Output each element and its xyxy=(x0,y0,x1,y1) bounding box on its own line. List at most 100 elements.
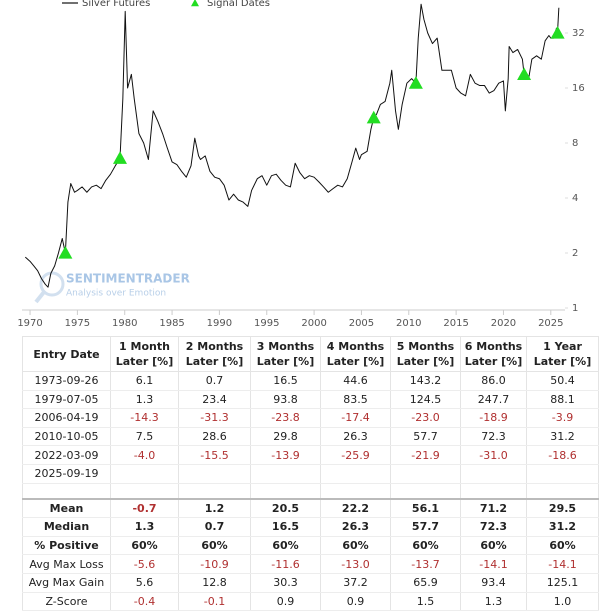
cell: -31.0 xyxy=(460,445,527,465)
cell: 30.3 xyxy=(250,573,321,593)
cell: 31.2 xyxy=(526,427,599,447)
cell: -13.7 xyxy=(390,554,461,574)
cell: 143.2 xyxy=(390,371,461,391)
cell: 86.0 xyxy=(460,371,527,391)
cell: -0.4 xyxy=(110,592,179,611)
cell: 29.5 xyxy=(526,498,599,519)
x-tick-label: 2020 xyxy=(491,318,516,329)
cell: 60% xyxy=(390,536,461,556)
cell: -23.8 xyxy=(250,408,321,428)
x-tick-label: 1990 xyxy=(207,318,232,329)
column-header: Entry Date xyxy=(22,336,111,372)
cell: -18.6 xyxy=(526,445,599,465)
cell xyxy=(460,464,527,484)
cell xyxy=(526,464,599,484)
separator-cell xyxy=(526,483,599,500)
row-label: 2022-03-09 xyxy=(22,445,111,465)
cell: -0.7 xyxy=(110,498,179,519)
y-tick-label: 2 xyxy=(572,248,578,259)
cell: 247.7 xyxy=(460,390,527,410)
cell: -0.1 xyxy=(178,592,251,611)
data-row: 2006-04-19 -14.3 -31.3 -23.8 -17.4 -23.0 -18.9… xyxy=(22,408,599,428)
cell: -10.9 xyxy=(178,554,251,574)
cell: -18.9 xyxy=(460,408,527,428)
column-header: 1 Month Later [%] xyxy=(110,336,179,372)
cell: 1.3 xyxy=(110,517,179,537)
summary-row: % Positive 60% 60% 60% 60% 60% 60% 60% xyxy=(22,536,599,556)
separator-cell xyxy=(460,483,527,500)
legend-item: Signal Dates xyxy=(191,0,270,9)
cell: 1.3 xyxy=(460,592,527,611)
summary-row: Median 1.3 0.7 16.5 26.3 57.7 72.3 31.2 xyxy=(22,517,599,537)
cell: 26.3 xyxy=(320,517,391,537)
cell: 60% xyxy=(250,536,321,556)
column-header: 6 Months Later [%] xyxy=(460,336,527,372)
price-line xyxy=(24,3,560,288)
cell: -5.6 xyxy=(110,554,179,574)
cell: 16.5 xyxy=(250,371,321,391)
table-head: Entry Date 1 Month Later [%] 2 Months Late… xyxy=(22,336,599,372)
cell: -4.0 xyxy=(110,445,179,465)
column-header: 1 Year Later [%] xyxy=(526,336,599,372)
cell: 20.5 xyxy=(250,498,321,519)
cell: -13.0 xyxy=(320,554,391,574)
column-header: 4 Months Later [%] xyxy=(320,336,391,372)
cell: 57.7 xyxy=(390,427,461,447)
cell: -21.9 xyxy=(390,445,461,465)
data-row: 2025-09-19 xyxy=(22,464,599,484)
cell: 72.3 xyxy=(460,427,527,447)
x-tick-label: 2000 xyxy=(301,318,326,329)
x-tick-label: 1985 xyxy=(159,318,184,329)
cell: -15.5 xyxy=(178,445,251,465)
cell: 16.5 xyxy=(250,517,321,537)
cell: -14.1 xyxy=(526,554,599,574)
cell: 6.1 xyxy=(110,371,179,391)
signal-marker xyxy=(517,67,532,80)
x-tick-label: 2025 xyxy=(538,318,563,329)
watermark-brand: SENTIMENTRADER xyxy=(66,272,190,286)
cell: -11.6 xyxy=(250,554,321,574)
y-tick-label: 16 xyxy=(572,83,585,94)
cell: 88.1 xyxy=(526,390,599,410)
cell: 124.5 xyxy=(390,390,461,410)
separator-cell xyxy=(178,483,251,500)
signal-marker xyxy=(550,25,565,39)
cell: 56.1 xyxy=(390,498,461,519)
chart: SENTIMENTRADER Analysis over Emotion 197… xyxy=(17,0,585,329)
cell: -17.4 xyxy=(320,408,391,428)
signal-marker xyxy=(58,245,73,259)
data-row: 2022-03-09 -4.0 -15.5 -13.9 -25.9 -21.9 -31.0-… xyxy=(22,445,599,465)
column-header: 3 Months Later [%] xyxy=(250,336,321,372)
cell: 1.2 xyxy=(178,498,251,519)
cell: 65.9 xyxy=(390,573,461,593)
separator-cell xyxy=(320,483,391,500)
cell: 50.4 xyxy=(526,371,599,391)
results-table: Entry Date 1 Month Later [%] 2 Months Late… xyxy=(22,336,599,611)
row-label: 1979-07-05 xyxy=(22,390,111,410)
row-label: % Positive xyxy=(22,536,111,556)
cell: 0.9 xyxy=(320,592,391,611)
cell xyxy=(320,464,391,484)
data-row: 1979-07-05 1.3 23.4 93.8 83.5 124.5 247.7 88.1 xyxy=(22,390,599,410)
column-header: 2 Months Later [%] xyxy=(178,336,251,372)
x-tick-label: 2015 xyxy=(443,318,468,329)
cell: 0.9 xyxy=(250,592,321,611)
row-label: 2025-09-19 xyxy=(22,464,111,484)
separator-cell xyxy=(390,483,461,500)
separator-cell xyxy=(250,483,321,500)
cell: 60% xyxy=(526,536,599,556)
x-tick-label: 2010 xyxy=(396,318,421,329)
table-body: 1973-09-26 6.1 0.7 16.5 44.6 143.2 86.0 50.4 197… xyxy=(22,371,599,611)
cell: 1.0 xyxy=(526,592,599,611)
y-tick-label: 32 xyxy=(572,28,585,39)
y-tick-label: 1 xyxy=(572,303,578,314)
cell: 93.8 xyxy=(250,390,321,410)
row-label: 2006-04-19 xyxy=(22,408,111,428)
cell: 37.2 xyxy=(320,573,391,593)
cell: 1.5 xyxy=(390,592,461,611)
cell: 1.3 xyxy=(110,390,179,410)
cell xyxy=(178,464,251,484)
row-label: 1973-09-26 xyxy=(22,371,111,391)
column-header: 5 Months Later [%] xyxy=(390,336,461,372)
